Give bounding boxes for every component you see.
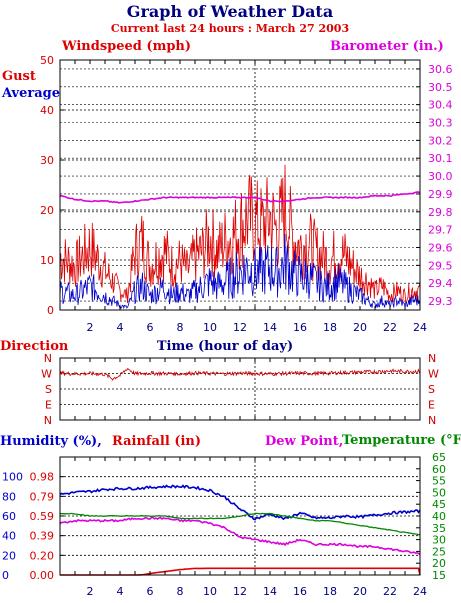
direction-ytick-label-right: E <box>428 399 435 412</box>
wind-xaxis-label: 24 <box>413 321 427 334</box>
direction-ytick-label-left: E <box>45 399 52 412</box>
humidity-series-line <box>59 484 421 521</box>
wind-xaxis-label: 4 <box>117 321 124 334</box>
wind-xaxis-label: 6 <box>147 321 154 334</box>
windspeed-label: Windspeed (mph) <box>61 39 191 54</box>
temperature-ytick-label: 20 <box>432 557 446 570</box>
temperature-ytick-label: 30 <box>432 534 446 547</box>
humidity-xaxis-label: 18 <box>323 585 337 598</box>
direction-series-line <box>59 368 421 381</box>
page-title: Graph of Weather Data <box>127 2 333 21</box>
rainfall-ytick-label: 0.20 <box>30 549 55 562</box>
barometer-ytick-label: 30.6 <box>428 63 453 76</box>
temperature-ytick-label: 50 <box>432 486 446 499</box>
wind-xaxis-label: 8 <box>177 321 184 334</box>
wind-ytick-label: 0 <box>47 304 54 317</box>
humidity-xaxis-label: 12 <box>233 585 247 598</box>
humidity-ytick-label: 80 <box>2 490 16 503</box>
wind-ytick-label: 50 <box>40 54 54 67</box>
direction-ytick-label-left: N <box>44 352 52 365</box>
wind-ytick-label: 20 <box>40 204 54 217</box>
temperature-ytick-label: 45 <box>432 498 446 511</box>
humidity-xaxis-label: 2 <box>87 585 94 598</box>
barometer-ytick-label: 29.8 <box>428 206 453 219</box>
wind-ytick-label: 30 <box>40 154 54 167</box>
temperature-ytick-label: 25 <box>432 545 446 558</box>
direction-ytick-label-right: W <box>428 368 439 381</box>
temperature-ytick-label: 55 <box>432 475 446 488</box>
direction-label: Direction <box>0 339 69 354</box>
barometer-ytick-label: 30.2 <box>428 134 453 147</box>
temperature-ytick-label: 40 <box>432 510 446 523</box>
direction-ytick-label-right: N <box>428 414 436 427</box>
wind-xaxis-label: 16 <box>293 321 307 334</box>
humidity-label: Humidity (%), <box>0 434 102 449</box>
humidity-xaxis-label: 4 <box>117 585 124 598</box>
humidity-ytick-label: 100 <box>2 471 23 484</box>
rainfall-ytick-label: 0.39 <box>30 530 55 543</box>
humidity-xaxis-label: 16 <box>293 585 307 598</box>
xaxis-label: Time (hour of day) <box>157 339 293 354</box>
humidity-ytick-label: 0 <box>2 569 9 582</box>
barometer-ytick-label: 30.3 <box>428 117 453 130</box>
wind-ytick-label: 40 <box>40 104 54 117</box>
temperature-ytick-label: 60 <box>432 463 446 476</box>
barometer-ytick-label: 30.5 <box>428 81 453 94</box>
barometer-ytick-label: 30.0 <box>428 170 453 183</box>
barometer-ytick-label: 29.6 <box>428 242 453 255</box>
dewpoint-label: Dew Point, <box>265 434 343 449</box>
average-label: Average <box>1 86 60 101</box>
humidity-xaxis-label: 20 <box>353 585 367 598</box>
wind-xaxis-label: 14 <box>263 321 277 334</box>
gust-series-line <box>59 164 421 304</box>
humidity-xaxis-label: 14 <box>263 585 277 598</box>
gust-label: Gust <box>2 69 36 84</box>
rainfall-ytick-label: 0.98 <box>30 471 55 484</box>
page-subtitle: Current last 24 hours : March 27 2003 <box>111 22 349 35</box>
humidity-xaxis-label: 24 <box>413 585 427 598</box>
temperature-series-line <box>59 512 421 536</box>
humidity-ytick-label: 60 <box>2 510 16 523</box>
temperature-ytick-label: 15 <box>432 569 446 582</box>
rainfall-ytick-label: 0.00 <box>30 569 55 582</box>
barometer-ytick-label: 29.4 <box>428 277 453 290</box>
direction-ytick-label-right: S <box>428 383 435 396</box>
plot-layer: 2 4 6 8 10 12 14 16 18 20 22 245040302010030.630.53… <box>2 54 453 598</box>
humidity-xaxis-label: 6 <box>147 585 154 598</box>
wind-xaxis-label: 22 <box>383 321 397 334</box>
temperature-label: Temperature (°F) <box>342 433 461 448</box>
wind-xaxis-label: 20 <box>353 321 367 334</box>
wind-xaxis-label: 10 <box>203 321 217 334</box>
direction-ytick-label-left: N <box>44 414 52 427</box>
rainfall-label: Rainfall (in) <box>112 434 201 449</box>
barometer-ytick-label: 29.3 <box>428 295 453 308</box>
barometer-ytick-label: 29.5 <box>428 259 453 272</box>
humidity-ytick-label: 20 <box>2 549 16 562</box>
direction-ytick-label-left: W <box>41 368 52 381</box>
wind-ytick-label: 10 <box>40 254 54 267</box>
barometer-ytick-label: 29.9 <box>428 188 453 201</box>
temperature-ytick-label: 35 <box>432 522 446 535</box>
humidity-xaxis-label: 10 <box>203 585 217 598</box>
barometer-ytick-label: 30.4 <box>428 99 453 112</box>
barometer-ytick-label: 30.1 <box>428 152 453 165</box>
humidity-xaxis-label: 8 <box>177 585 184 598</box>
humidity-xaxis-label: 22 <box>383 585 397 598</box>
direction-ytick-label-left: S <box>45 383 52 396</box>
wind-xaxis-label: 18 <box>323 321 337 334</box>
average-series-line <box>59 233 421 310</box>
direction-ytick-label-right: N <box>428 352 436 365</box>
barometer-ytick-label: 29.7 <box>428 224 453 237</box>
barometer-label: Barometer (in.) <box>330 39 444 54</box>
temperature-ytick-label: 65 <box>432 451 446 464</box>
dewpoint-series-line <box>59 516 421 556</box>
humidity-ytick-label: 40 <box>2 530 16 543</box>
wind-xaxis-label: 2 <box>87 321 94 334</box>
wind-xaxis-label: 12 <box>233 321 247 334</box>
barometer-series-line <box>59 191 421 204</box>
rainfall-ytick-label: 0.79 <box>30 490 55 503</box>
rainfall-ytick-label: 0.59 <box>30 510 55 523</box>
